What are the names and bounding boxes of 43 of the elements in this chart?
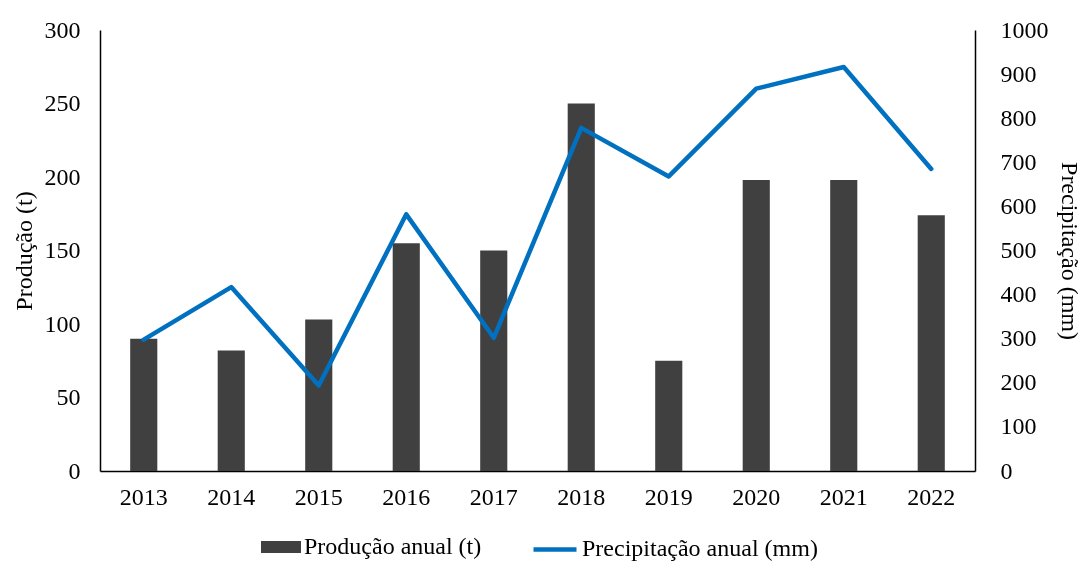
y-tick-label: 100: [44, 310, 81, 337]
x-tick-label: 2015: [294, 483, 343, 510]
y2-tick-label: 500: [1000, 237, 1037, 263]
y-tick-label: 300: [44, 16, 81, 43]
bar: [392, 243, 420, 471]
y2-tick-label: 400: [1000, 281, 1037, 308]
y2-axis-title: Precipitação (mm): [1056, 162, 1083, 340]
y-tick-label: 250: [44, 90, 81, 116]
x-tick-label: 2020: [732, 483, 781, 510]
x-tick-label: 2016: [382, 483, 431, 510]
y-tick-label: 50: [56, 384, 81, 410]
line-series: [141, 64, 934, 388]
bar: [305, 319, 333, 471]
x-tick-label: 2019: [644, 483, 693, 510]
bar: [917, 215, 945, 471]
bar: [830, 179, 858, 471]
bar: [480, 250, 508, 471]
bar: [655, 360, 683, 471]
y2-tick-label: 600: [1000, 192, 1037, 219]
legend-label: Precipitação anual (mm): [582, 535, 818, 562]
bar: [742, 179, 770, 471]
x-tick-label: 2013: [119, 483, 168, 510]
y2-tick-label: 1000: [1000, 16, 1049, 43]
x-tick-label: 2021: [819, 483, 868, 510]
bar: [130, 338, 158, 471]
bar: [567, 103, 595, 471]
y-tick-label: 0: [68, 457, 81, 484]
bar: [217, 350, 245, 471]
x-tick-label: 2014: [207, 483, 256, 510]
y2-tick-label: 900: [1000, 60, 1037, 87]
y2-tick-label: 300: [1000, 325, 1037, 352]
y-tick-label: 200: [44, 163, 81, 190]
y2-tick-label: 0: [1000, 457, 1013, 484]
y-tick-label: 150: [44, 237, 81, 263]
x-tick-label: 2018: [557, 483, 606, 510]
x-tick-label: 2017: [469, 483, 518, 510]
y2-tick-label: 800: [1000, 104, 1037, 131]
y-axis-title: Produção (t): [10, 191, 37, 311]
y2-tick-label: 100: [1000, 413, 1037, 440]
y2-tick-label: 700: [1000, 148, 1037, 175]
x-tick-label: 2022: [907, 483, 956, 510]
legend-label: Produção anual (t): [304, 533, 482, 559]
y2-tick-label: 200: [1000, 369, 1037, 396]
